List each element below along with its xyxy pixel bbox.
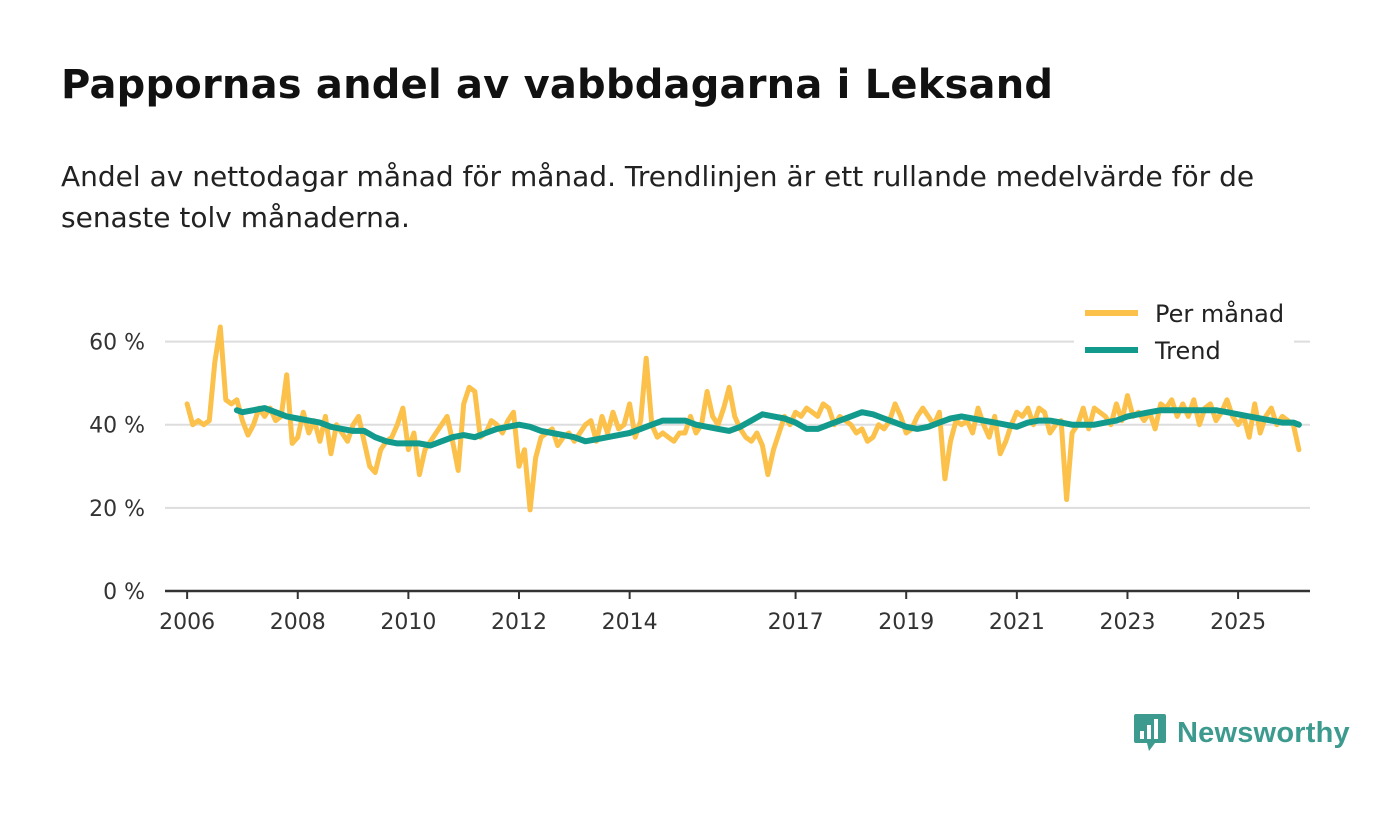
- x-tick-label: 2006: [159, 610, 215, 635]
- legend: Per månad Trend: [1074, 294, 1294, 374]
- chart-subtitle: Andel av nettodagar månad för månad. Tre…: [61, 160, 1255, 234]
- y-axis-ticks: 0 % 20 % 40 % 60 %: [89, 331, 145, 605]
- x-tick-label: 2017: [768, 610, 824, 635]
- x-tick-label: 2021: [989, 610, 1045, 635]
- y-tick-label: 20 %: [89, 497, 145, 522]
- series-line-per-manad: [184, 324, 1302, 513]
- x-tick-label: 2008: [270, 610, 326, 635]
- chart-title: Pappornas andel av vabbdagarna i Leksand: [61, 62, 1054, 108]
- legend-background: [1074, 294, 1294, 374]
- legend-label-trend: Trend: [1154, 337, 1221, 365]
- y-tick-label: 40 %: [89, 414, 145, 439]
- y-tick-label: 0 %: [103, 580, 145, 605]
- x-tick-label: 2012: [491, 610, 547, 635]
- x-axis-ticks: 2006 2008 2010 2012 2014 2017 2019 2021 2023 2025: [159, 591, 1266, 635]
- x-tick-label: 2014: [602, 610, 658, 635]
- brand-name: Newsworthy: [1177, 716, 1350, 749]
- legend-label-per-manad: Per månad: [1155, 299, 1284, 328]
- brand-logo: Newsworthy: [1133, 713, 1350, 753]
- x-tick-label: 2023: [1099, 610, 1155, 635]
- x-tick-label: 2025: [1210, 610, 1266, 635]
- x-tick-label: 2019: [878, 610, 934, 635]
- x-tick-label: 2010: [380, 610, 436, 635]
- newsworthy-logo-icon: [1134, 714, 1166, 751]
- y-tick-label: 60 %: [89, 331, 145, 356]
- series-line-trend: [233, 405, 1302, 449]
